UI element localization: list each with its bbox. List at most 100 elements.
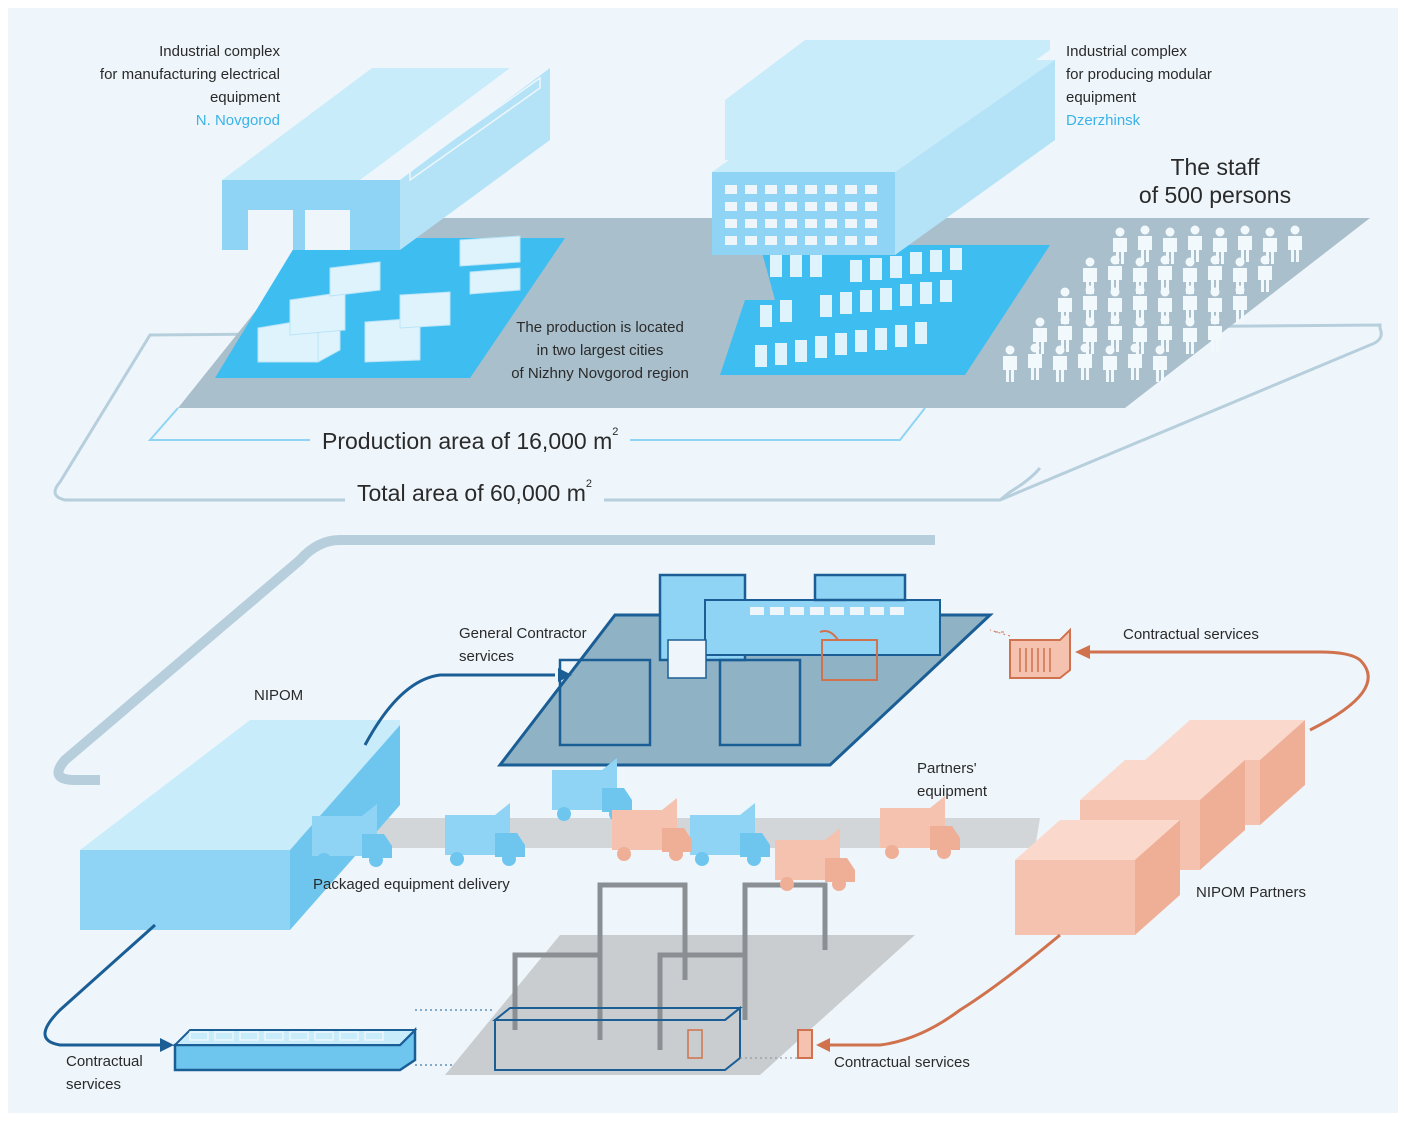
- person-head: [1185, 317, 1195, 327]
- person-body: [1238, 236, 1252, 262]
- person-body: [1083, 296, 1097, 322]
- person-body: [1258, 266, 1272, 292]
- person-head: [1035, 317, 1045, 327]
- delivery-trucks: [312, 758, 960, 891]
- truck: [880, 796, 960, 859]
- equipment-cabinets-dzerzhinsk: [755, 248, 962, 367]
- general-contractor-arrow: [363, 673, 555, 746]
- partners-equipment-line1: Partners': [917, 760, 977, 777]
- person-head: [1210, 315, 1220, 325]
- production-area-unit-exponent: 2: [612, 426, 619, 438]
- substation-building: [558, 573, 941, 747]
- complex-novgorod-line1: Industrial complex: [159, 43, 280, 60]
- person-body: [1188, 236, 1202, 262]
- person-body: [1108, 326, 1122, 352]
- partners-equipment-label: Partners' equipment: [917, 757, 987, 803]
- total-area-text: Total area of 60,000 m: [357, 480, 586, 506]
- person-body: [1183, 328, 1197, 354]
- person-head: [1080, 343, 1090, 353]
- contract-cabinet: [797, 1029, 813, 1059]
- nipom-partners-label: NIPOM Partners: [1196, 884, 1307, 901]
- production-location-label: The production is located in two largest…: [470, 316, 730, 385]
- contractual-bottom-arrow: [828, 933, 1061, 1047]
- contractual-left-line2: services: [66, 1076, 122, 1093]
- person-head: [1135, 257, 1145, 267]
- building-novgorod: [222, 68, 550, 250]
- general-contractor-line2: services: [459, 648, 515, 665]
- location-line1: The production is located: [516, 319, 684, 336]
- staff-figures: [1003, 225, 1302, 382]
- person-body: [1153, 356, 1167, 382]
- general-contractor-label: General Contractor services: [459, 622, 587, 668]
- switchgear-block: [172, 1026, 418, 1072]
- person-body: [1108, 266, 1122, 292]
- equipment-boxes-novgorod: [257, 235, 521, 363]
- person-head: [1210, 287, 1220, 297]
- person-head: [1260, 255, 1270, 265]
- staff-line1: The staff: [1170, 154, 1260, 180]
- person-head: [1160, 287, 1170, 297]
- location-line2: in two largest cities: [536, 342, 664, 359]
- truck: [775, 828, 855, 891]
- person-body: [1003, 356, 1017, 382]
- partners-warehouses: [1015, 720, 1305, 935]
- person-head: [1055, 345, 1065, 355]
- person-head: [1005, 345, 1015, 355]
- person-head: [1135, 285, 1145, 295]
- staff-line2: of 500 persons: [1138, 182, 1292, 208]
- person-head: [1265, 227, 1275, 237]
- person-head: [1060, 287, 1070, 297]
- contractual-services-bottom-label: Contractual services: [834, 1054, 970, 1071]
- person-body: [1028, 354, 1042, 380]
- person-head: [1135, 317, 1145, 327]
- person-head: [1290, 225, 1300, 235]
- complex-novgorod-line2: for manufacturing electrical: [99, 66, 280, 83]
- partner-transformer: [819, 630, 878, 681]
- complex-dzerzhinsk-line3: equipment: [1066, 89, 1137, 106]
- city-novgorod: N. Novgorod: [195, 112, 280, 129]
- person-body: [1233, 296, 1247, 322]
- general-contractor-line1: General Contractor: [459, 625, 587, 642]
- truck: [445, 803, 525, 866]
- person-head: [1160, 315, 1170, 325]
- complex-dzerzhinsk-line2: for producing modular: [1066, 66, 1212, 83]
- contractual-left-arrow: [43, 923, 160, 1047]
- person-head: [1060, 315, 1070, 325]
- person-head: [1215, 227, 1225, 237]
- person-head: [1190, 225, 1200, 235]
- person-head: [1085, 257, 1095, 267]
- person-body: [1138, 236, 1152, 262]
- person-head: [1235, 257, 1245, 267]
- total-area-unit-exponent: 2: [585, 478, 592, 490]
- nipom-label: NIPOM: [254, 687, 304, 704]
- contract-transformer-right: [1009, 627, 1071, 679]
- person-head: [1235, 285, 1245, 295]
- person-head: [1185, 285, 1195, 295]
- staff-label: The staff of 500 persons: [1110, 153, 1320, 209]
- production-area-label: Production area of 16,000 m2: [310, 426, 631, 455]
- person-body: [1288, 236, 1302, 262]
- person-head: [1155, 345, 1165, 355]
- person-body: [1208, 326, 1222, 352]
- person-head: [1105, 345, 1115, 355]
- person-head: [1210, 255, 1220, 265]
- person-body: [1208, 266, 1222, 292]
- person-head: [1140, 225, 1150, 235]
- city-dzerzhinsk: Dzerzhinsk: [1066, 112, 1141, 129]
- person-body: [1133, 296, 1147, 322]
- person-head: [1185, 257, 1195, 267]
- person-body: [1128, 354, 1142, 380]
- truck: [690, 803, 770, 866]
- connector-top: [999, 467, 1042, 502]
- person-head: [1240, 225, 1250, 235]
- person-head: [1130, 343, 1140, 353]
- person-body: [1058, 326, 1072, 352]
- complex-novgorod-line3: equipment: [209, 89, 280, 106]
- person-body: [1158, 266, 1172, 292]
- person-head: [1085, 317, 1095, 327]
- person-head: [1165, 227, 1175, 237]
- contractual-left-line1: Contractual: [66, 1053, 143, 1070]
- person-head: [1110, 255, 1120, 265]
- person-body: [1053, 356, 1067, 382]
